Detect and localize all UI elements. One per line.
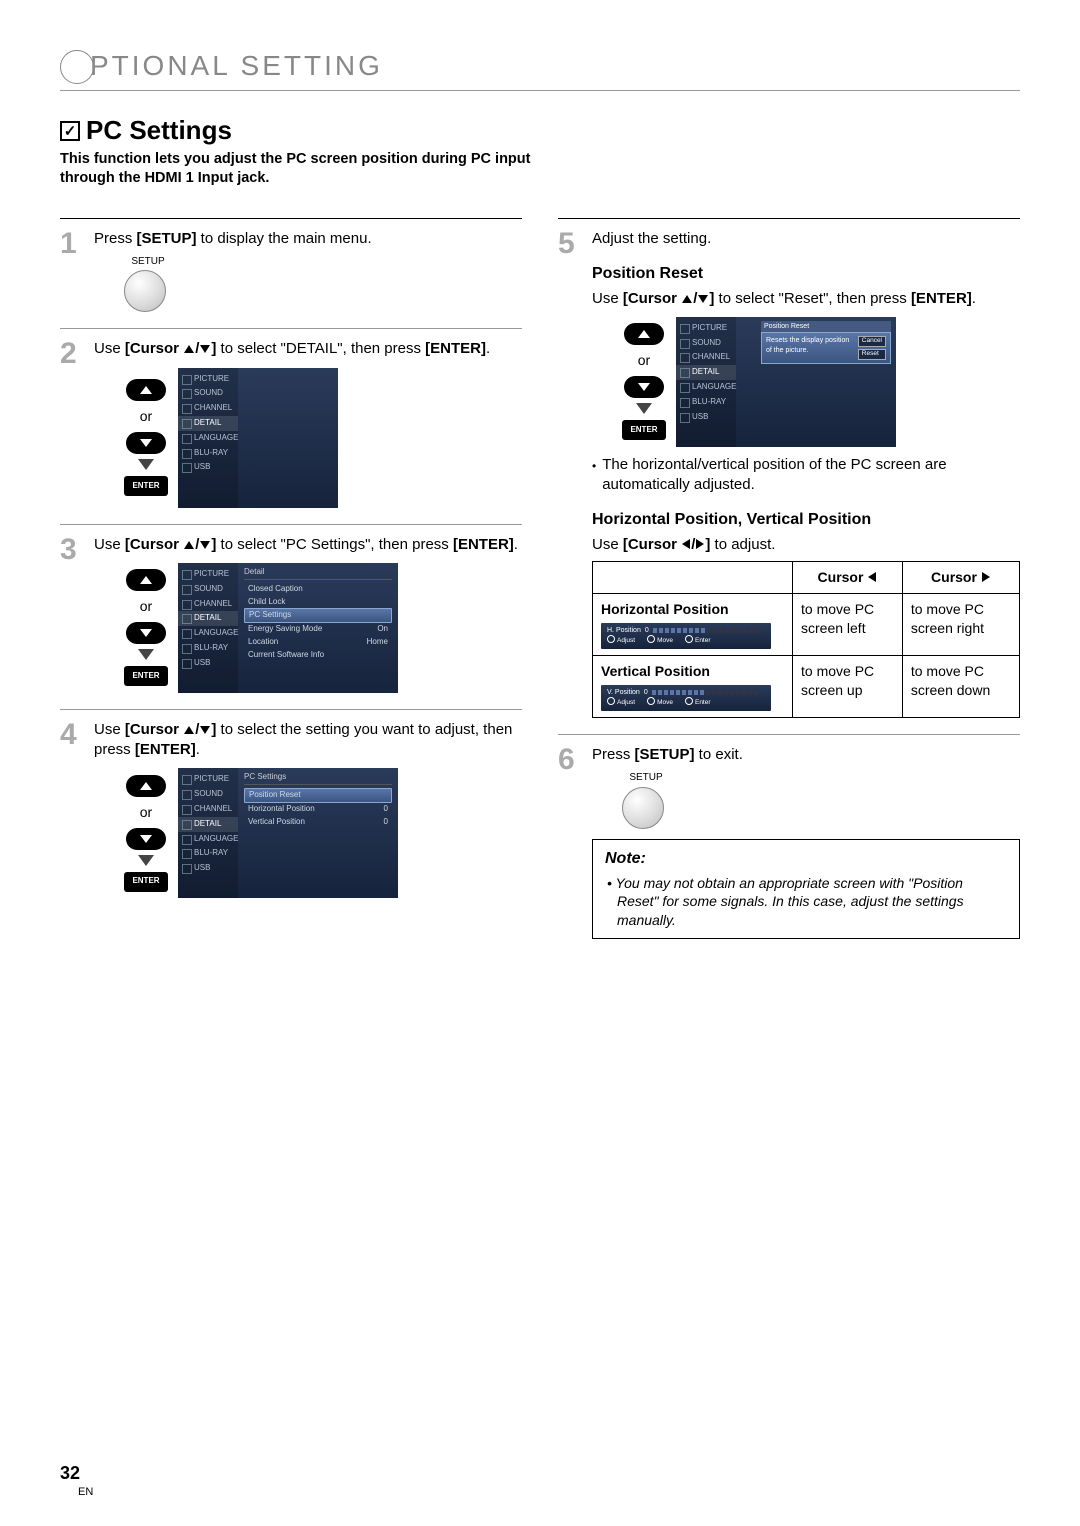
setup-button-icon xyxy=(124,270,166,312)
chapter-o-icon xyxy=(60,50,94,84)
left-column: 1 Press [SETUP] to display the main menu… xyxy=(60,210,522,956)
hv-position-heading: Horizontal Position, Vertical Position xyxy=(592,509,1020,531)
step-6: 6 Press [SETUP] to exit. SETUP Note: • Y… xyxy=(558,745,1020,939)
cursor-remote-icon: or ENTER xyxy=(124,379,168,496)
section-intro: This function lets you adjust the PC scr… xyxy=(60,150,580,188)
position-reset-heading: Position Reset xyxy=(592,263,1020,285)
section-title-text: PC Settings xyxy=(86,115,232,146)
cursor-up-icon xyxy=(184,345,194,353)
chapter-header: PTIONAL SETTING xyxy=(60,50,1020,91)
step-5: 5 Adjust the setting. Position Reset Use… xyxy=(558,229,1020,719)
cancel-button: Cancel xyxy=(858,336,886,347)
section-title: ✓ PC Settings xyxy=(60,115,1020,146)
step-3: 3 Use [Cursor /] to select "PC Settings"… xyxy=(60,535,522,693)
setup-label: SETUP xyxy=(124,255,172,269)
tv-screenshot-pcsettings: PICTURESOUNDCHANNELDETAILLANGUAGEBLU-RAY… xyxy=(178,563,398,693)
step-4: 4 Use [Cursor /] to select the setting y… xyxy=(60,720,522,899)
tv-screenshot-reset: PICTURESOUNDCHANNELDETAILLANGUAGEBLU-RAY… xyxy=(676,317,896,447)
tv-screenshot-positions: PICTURESOUNDCHANNELDETAILLANGUAGEBLU-RAY… xyxy=(178,768,398,898)
chapter-title: PTIONAL SETTING xyxy=(90,50,383,81)
enter-button-icon: ENTER xyxy=(124,476,168,496)
cursor-left-icon xyxy=(682,539,690,549)
cursor-down-icon xyxy=(200,345,210,353)
h-position-bar: H. Position 0 Adjust Move Enter xyxy=(601,623,771,649)
cursor-right-icon xyxy=(696,539,704,549)
page-language: EN xyxy=(78,1486,93,1498)
v-position-bar: V. Position 0 Adjust Move Enter xyxy=(601,685,771,711)
setup-button-icon xyxy=(622,787,664,829)
step-2: 2 Use [Cursor /] to select "DETAIL", the… xyxy=(60,339,522,507)
tv-screenshot-detail: PICTURESOUNDCHANNELDETAILLANGUAGEBLU-RAY… xyxy=(178,368,338,508)
reset-button: Reset xyxy=(858,349,886,360)
step-1: 1 Press [SETUP] to display the main menu… xyxy=(60,229,522,313)
page-number: 32 xyxy=(60,1463,80,1484)
step-number: 1 xyxy=(60,229,84,313)
hv-position-table: Cursor Cursor Horizontal Position H. Pos… xyxy=(592,561,1020,718)
checkbox-icon: ✓ xyxy=(60,121,80,141)
right-column: 5 Adjust the setting. Position Reset Use… xyxy=(558,210,1020,956)
note-box: Note: • You may not obtain an appropriat… xyxy=(592,839,1020,939)
